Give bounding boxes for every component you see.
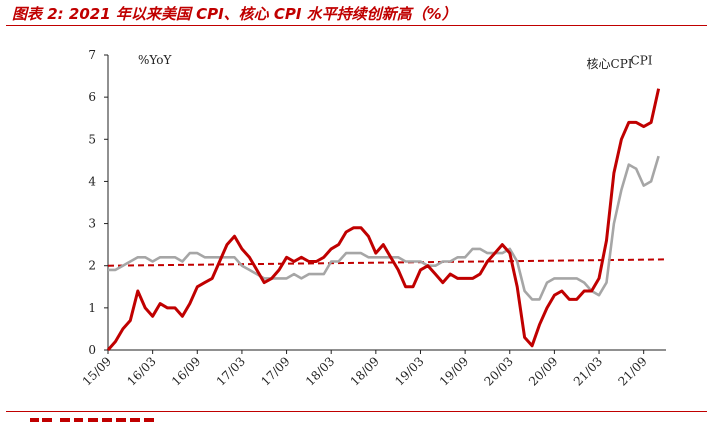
x-tick-label: 19/09 <box>437 354 471 388</box>
figure-title: 图表 2: 2021 年以来美国 CPI、核心 CPI 水平持续创新高（%） <box>12 5 457 23</box>
title-divider <box>6 25 707 26</box>
x-tick-label: 20/09 <box>526 354 560 388</box>
series-line-cpi <box>106 88 661 351</box>
y-tick-label: 2 <box>88 259 96 273</box>
chart-ticks: 0 1 2 3 4 5 6 7 15/09 16/03 16/09 17/03 17/09 18/03 18… <box>80 48 650 389</box>
x-tick-label: 16/09 <box>169 354 203 388</box>
y-tick-label: 7 <box>88 48 96 62</box>
bottom-divider <box>6 411 707 412</box>
y-tick-label: 1 <box>88 301 96 315</box>
x-tick-label: 21/09 <box>615 354 649 388</box>
source-note-fragment <box>30 418 154 422</box>
reference-line-group <box>107 258 667 267</box>
chart-axes <box>107 55 666 351</box>
y-tick-label: 5 <box>88 132 96 146</box>
x-tick-label: 15/09 <box>80 354 114 388</box>
x-tick-label: 16/03 <box>124 354 158 388</box>
x-tick-label: 21/03 <box>571 354 605 388</box>
x-tick-label: 17/09 <box>258 354 292 388</box>
x-tick-label: 17/03 <box>214 354 248 388</box>
annotation-cpi: CPI <box>631 54 653 68</box>
annotation-core-cpi: 核心CPI <box>587 57 633 71</box>
x-tick-label: 18/09 <box>348 354 382 388</box>
series-group <box>106 88 661 351</box>
x-tick-label: 18/03 <box>303 354 337 388</box>
x-tick-label: 19/03 <box>392 354 426 388</box>
x-tick-label: 20/03 <box>482 354 516 388</box>
series-line-core-cpi <box>108 155 660 301</box>
y-tick-label: 3 <box>88 217 96 231</box>
reference-trend-line <box>107 258 667 267</box>
y-tick-label: 6 <box>88 90 96 104</box>
y-tick-label: 4 <box>88 174 96 188</box>
y-tick-label: 0 <box>88 343 96 357</box>
unit-label: %YoY <box>138 53 173 67</box>
